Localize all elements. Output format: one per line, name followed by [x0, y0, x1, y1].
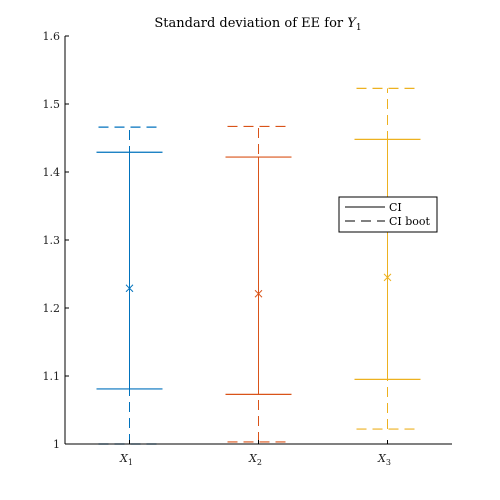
- plot-marks: [96, 87, 421, 445]
- legend-label: CI boot: [389, 215, 431, 228]
- x-tick-label: X2: [248, 452, 262, 467]
- legend-box: [338, 196, 438, 233]
- y-tick-label: 1.1: [43, 370, 61, 383]
- estimate-marker: [254, 289, 263, 298]
- axes: 1 1.1 1.2 1.3 1.4 1.5 1.6 X1 X2 X3: [43, 30, 452, 467]
- estimate-marker: [383, 273, 392, 282]
- y-tick-label: 1.2: [43, 302, 61, 315]
- series-1: [96, 126, 163, 445]
- series-2: [225, 125, 292, 443]
- x-tick-label: X3: [377, 452, 391, 467]
- x-tick-label: X1: [119, 452, 133, 467]
- estimate-marker: [125, 284, 134, 293]
- series-3: [354, 87, 421, 430]
- y-tick-label: 1: [53, 438, 60, 451]
- chart-title: Standard deviation of EE for Y1: [154, 16, 361, 33]
- y-tick-label: 1.6: [43, 30, 61, 43]
- y-tick-label: 1.4: [43, 166, 61, 179]
- y-tick-label: 1.3: [43, 234, 61, 247]
- legend-label: CI: [389, 201, 402, 214]
- y-tick-label: 1.5: [43, 98, 61, 111]
